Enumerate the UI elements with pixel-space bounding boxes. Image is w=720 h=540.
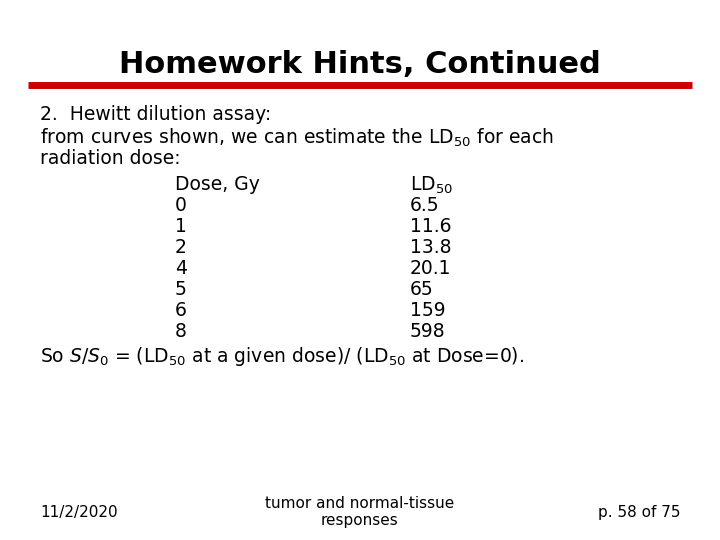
Text: 159: 159 <box>410 301 446 320</box>
Text: 598: 598 <box>410 322 446 341</box>
Text: 20.1: 20.1 <box>410 259 451 278</box>
Text: 0: 0 <box>175 196 187 215</box>
Text: 4: 4 <box>175 259 187 278</box>
Text: 6: 6 <box>175 301 187 320</box>
Text: 13.8: 13.8 <box>410 238 451 257</box>
Text: Dose, Gy: Dose, Gy <box>175 175 260 194</box>
Text: 11/2/2020: 11/2/2020 <box>40 504 117 519</box>
Text: p. 58 of 75: p. 58 of 75 <box>598 504 680 519</box>
Text: 11.6: 11.6 <box>410 217 451 236</box>
Text: 1: 1 <box>175 217 187 236</box>
Text: from curves shown, we can estimate the LD$_{50}$ for each: from curves shown, we can estimate the L… <box>40 127 554 149</box>
Text: 8: 8 <box>175 322 187 341</box>
Text: 2.  Hewitt dilution assay:: 2. Hewitt dilution assay: <box>40 105 271 124</box>
Text: 5: 5 <box>175 280 187 299</box>
Text: So $S/S_0$ = (LD$_{50}$ at a given dose)/ (LD$_{50}$ at Dose=0).: So $S/S_0$ = (LD$_{50}$ at a given dose)… <box>40 345 524 368</box>
Text: radiation dose:: radiation dose: <box>40 149 181 168</box>
Text: 6.5: 6.5 <box>410 196 440 215</box>
Text: LD$_{50}$: LD$_{50}$ <box>410 175 453 197</box>
Text: Homework Hints, Continued: Homework Hints, Continued <box>119 50 601 79</box>
Text: 2: 2 <box>175 238 187 257</box>
Text: tumor and normal-tissue
responses: tumor and normal-tissue responses <box>266 496 454 528</box>
Text: 65: 65 <box>410 280 433 299</box>
